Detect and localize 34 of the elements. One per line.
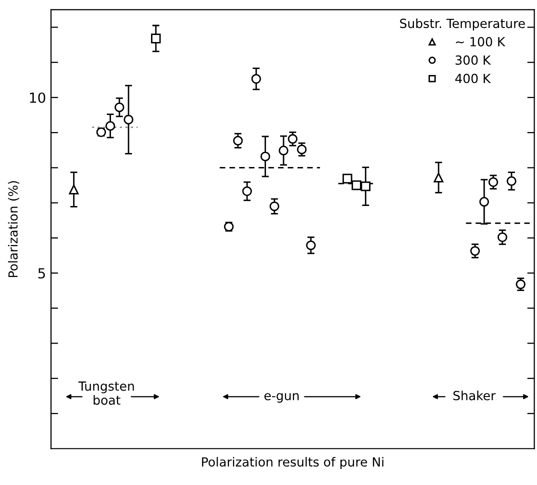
- point: [488, 177, 498, 187]
- x-axis-title: Polarization results of pure Ni: [202, 456, 384, 470]
- point: [296, 144, 307, 154]
- legend-label: 400 K: [455, 74, 491, 84]
- point: [360, 181, 370, 192]
- legend-label: ~ 100 K: [456, 37, 506, 46]
- y-tick-label: 10: [30, 92, 46, 103]
- point: [278, 146, 288, 156]
- legend-title: Substr. Temperature: [400, 18, 525, 31]
- point: [288, 134, 298, 144]
- annotation: e-gun: [264, 393, 299, 403]
- point: [114, 102, 124, 112]
- point: [434, 172, 444, 182]
- point: [68, 184, 79, 194]
- point: [151, 34, 161, 44]
- point: [242, 186, 252, 196]
- point: [251, 74, 262, 84]
- point: [105, 121, 116, 131]
- point: [260, 152, 270, 162]
- point: [270, 201, 280, 212]
- y-axis-title: Polarization (%): [8, 181, 20, 278]
- point: [498, 232, 508, 242]
- annotation: Shaker: [453, 390, 496, 400]
- point: [306, 240, 316, 250]
- point: [470, 246, 480, 256]
- point: [352, 180, 362, 190]
- point: [342, 174, 352, 184]
- point: [479, 196, 490, 207]
- annotation: Tungsten boat: [78, 382, 134, 405]
- point: [233, 136, 243, 146]
- point: [124, 114, 134, 124]
- y-tick-label: 5: [38, 268, 45, 279]
- point: [506, 176, 516, 186]
- legend-label: 300 K: [456, 55, 491, 65]
